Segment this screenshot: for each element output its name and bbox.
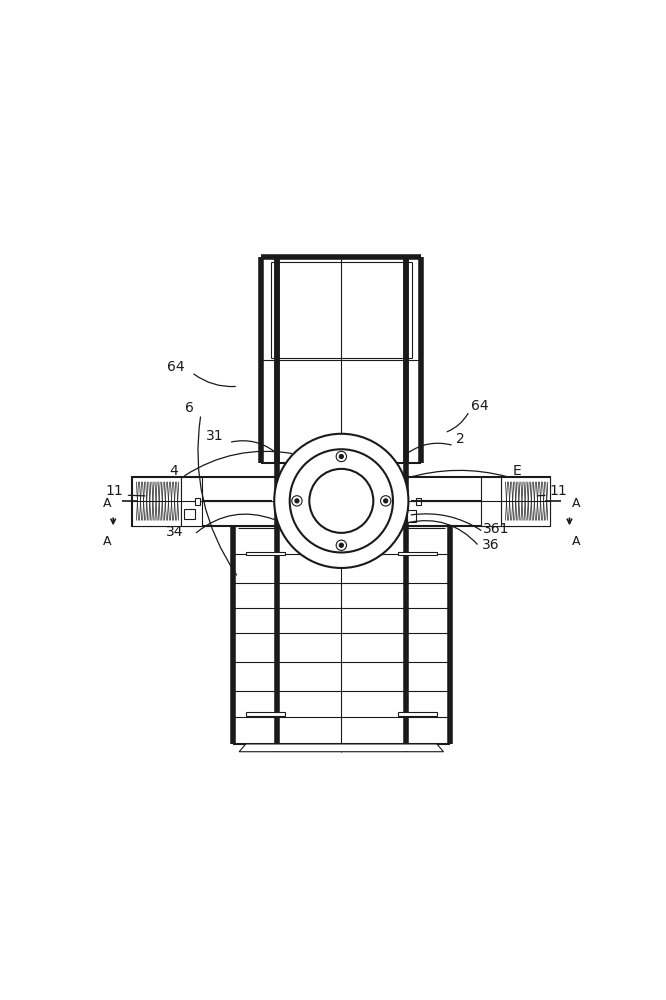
Polygon shape	[239, 744, 444, 752]
Circle shape	[292, 496, 302, 506]
Bar	[416, 498, 422, 505]
Circle shape	[336, 451, 346, 462]
Text: 36: 36	[482, 538, 500, 552]
Bar	[501, 477, 550, 526]
Bar	[246, 552, 284, 555]
Circle shape	[380, 496, 391, 506]
Text: 34: 34	[166, 525, 184, 539]
Circle shape	[339, 543, 344, 547]
Text: 361: 361	[483, 522, 509, 536]
Bar	[246, 712, 284, 716]
Bar	[133, 477, 181, 526]
Circle shape	[339, 454, 344, 459]
Bar	[195, 498, 200, 505]
Bar	[184, 509, 195, 519]
Bar	[481, 477, 501, 526]
Circle shape	[384, 499, 388, 503]
Text: 11: 11	[105, 484, 123, 498]
Text: 6: 6	[184, 401, 194, 415]
Text: E: E	[512, 464, 521, 478]
Circle shape	[274, 434, 408, 568]
Text: A: A	[103, 535, 111, 548]
Circle shape	[336, 540, 346, 550]
Text: 2: 2	[456, 432, 464, 446]
Bar	[398, 552, 437, 555]
Bar	[133, 477, 550, 526]
Bar	[398, 712, 437, 716]
Text: 64: 64	[167, 360, 185, 374]
Text: 11: 11	[549, 484, 567, 498]
Text: A: A	[571, 497, 580, 510]
Text: A: A	[571, 535, 580, 548]
Bar	[407, 510, 416, 522]
Text: 64: 64	[471, 399, 488, 413]
Circle shape	[309, 469, 374, 533]
Bar	[181, 477, 202, 526]
Text: 31: 31	[206, 429, 224, 443]
Circle shape	[290, 449, 393, 552]
Text: A: A	[103, 497, 111, 510]
Circle shape	[295, 499, 299, 503]
Text: 4: 4	[169, 464, 178, 478]
